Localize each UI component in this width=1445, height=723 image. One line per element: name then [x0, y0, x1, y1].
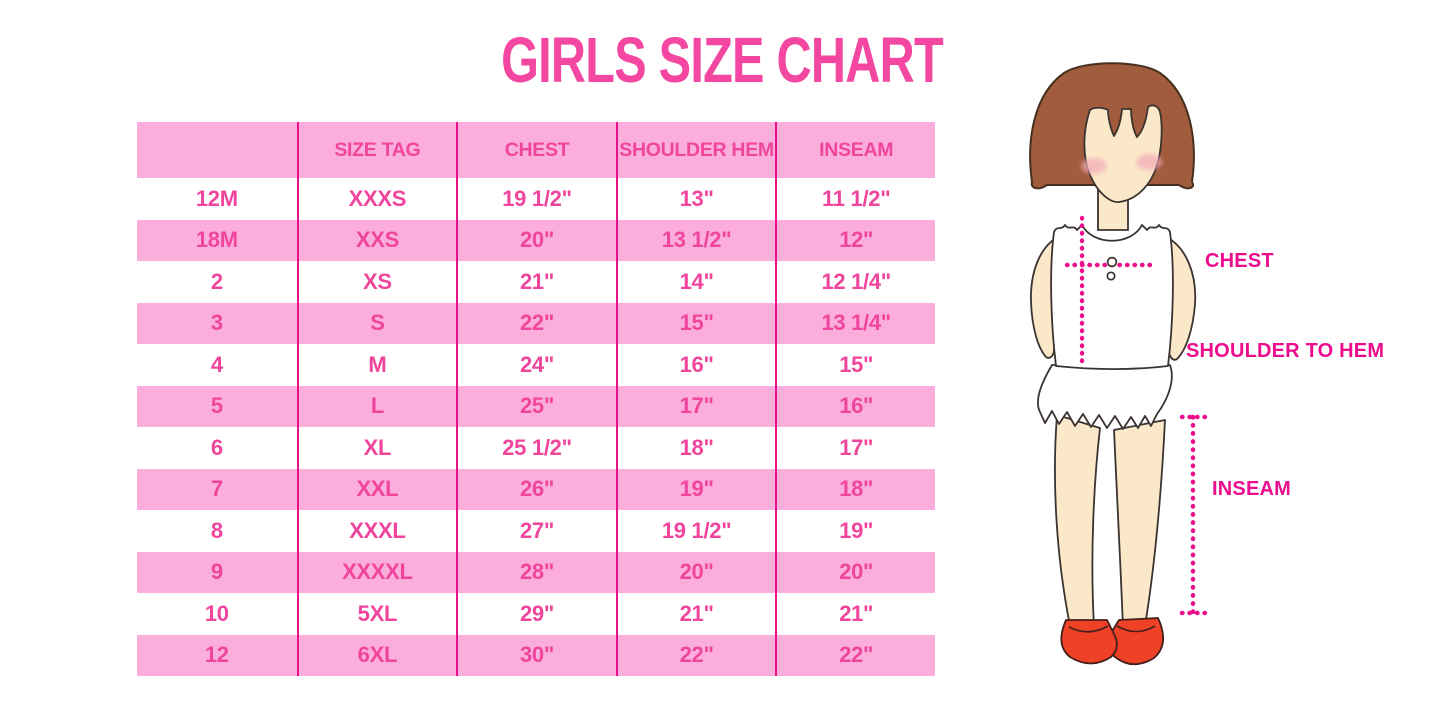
table-cell: 13 1/2"	[615, 219, 776, 261]
table-row: 12M XXXS 19 1/2" 13" 11 1/2"	[137, 178, 935, 220]
table-cell: 5	[210, 393, 223, 419]
right-blush	[1136, 154, 1162, 170]
table-cell: 12	[204, 642, 229, 668]
table-cell: 11 1/2"	[775, 178, 935, 220]
table-cell: 27"	[456, 510, 616, 552]
page-title: GIRLS SIZE CHART	[501, 24, 944, 96]
chest-label: CHEST	[1205, 250, 1274, 272]
right-shoe-strap	[1116, 625, 1156, 633]
table-cell: 21"	[456, 261, 616, 303]
header-cell: SIZE TAG	[296, 122, 457, 178]
table-cell: 5XL	[296, 593, 457, 635]
table-cell: 9	[210, 559, 223, 585]
table-row: 3 S 22" 15" 13 1/4"	[137, 302, 935, 344]
table-cell: 12 1/4"	[775, 261, 935, 303]
size-chart-table: SIZE TAG CHEST SHOULDER HEM INSEAM 12M XXXS 1…	[137, 122, 935, 676]
table-cell: XXXL	[296, 510, 457, 552]
table-cell: 7	[210, 476, 223, 502]
table-cell: 18"	[615, 427, 776, 469]
table-cell: 17"	[775, 427, 935, 469]
table-cell: 20"	[456, 219, 616, 261]
table-row: 12 6XL 30" 22" 22"	[137, 634, 935, 676]
table-cell: 13"	[615, 178, 776, 220]
table-row: 18M XXS 20" 13 1/2" 12"	[137, 219, 935, 261]
table-cell: M	[296, 344, 457, 386]
table-cell: 13 1/4"	[775, 302, 935, 344]
left-arm-shape	[1030, 237, 1057, 359]
shirt-button-top	[1106, 256, 1118, 268]
table-cell: 25"	[456, 385, 616, 427]
left-shoe-shape	[1060, 619, 1118, 665]
shirt-button-bottom	[1106, 271, 1116, 281]
header-cell: INSEAM	[775, 122, 935, 178]
table-cell: 18"	[775, 468, 935, 510]
table-cell: 21"	[615, 593, 776, 635]
table-cell: 21"	[775, 593, 935, 635]
left-leg-shape	[1054, 414, 1101, 627]
table-cell: 16"	[775, 385, 935, 427]
left-shoe-strap	[1068, 625, 1109, 633]
table-cell: XXS	[296, 219, 457, 261]
table-cell: 12"	[775, 219, 935, 261]
table-cell: L	[296, 385, 457, 427]
table-row: 2 XS 21" 14" 12 1/4"	[137, 261, 935, 303]
table-row: 8 XXXL 27" 19 1/2" 19"	[137, 510, 935, 552]
table-cell: XS	[296, 261, 457, 303]
table-cell: 2	[210, 268, 223, 294]
table-cell: 22"	[456, 302, 616, 344]
right-leg-shape	[1113, 419, 1166, 627]
table-header-row: SIZE TAG CHEST SHOULDER HEM INSEAM	[137, 122, 935, 178]
table-row: 9 XXXXL 28" 20" 20"	[137, 551, 935, 593]
header-cell: CHEST	[456, 122, 616, 178]
table-cell: 19 1/2"	[456, 178, 616, 220]
table-cell: 17"	[615, 385, 776, 427]
table-cell: 28"	[456, 551, 616, 593]
table-cell: 25 1/2"	[456, 427, 616, 469]
table-cell: 20"	[775, 551, 935, 593]
table-cell: 14"	[615, 261, 776, 303]
table-cell: XXXS	[296, 178, 457, 220]
table-cell: S	[296, 302, 457, 344]
skirt-shape	[1037, 364, 1173, 430]
table-cell: 22"	[775, 634, 935, 676]
table-row: 7 XXL 26" 19" 18"	[137, 468, 935, 510]
table-cell: XXL	[296, 468, 457, 510]
left-blush	[1081, 158, 1107, 174]
table-cell: 3	[210, 310, 223, 336]
table-cell: 30"	[456, 634, 616, 676]
girl-illustration	[1029, 62, 1209, 666]
table-cell: 19 1/2"	[615, 510, 776, 552]
table-row: 5 L 25" 17" 16"	[137, 385, 935, 427]
table-cell: 16"	[615, 344, 776, 386]
table-row: 10 5XL 29" 21" 21"	[137, 593, 935, 635]
table-cell: 12M	[195, 185, 238, 211]
table-cell: XXXXL	[296, 551, 457, 593]
table-cell: 19"	[775, 510, 935, 552]
table-cell: 6XL	[296, 634, 457, 676]
header-cell: SHOULDER HEM	[615, 122, 776, 178]
face-shape	[1083, 104, 1163, 203]
table-cell: 15"	[775, 344, 935, 386]
right-arm-shape	[1167, 237, 1197, 361]
table-cell: 6	[210, 434, 223, 460]
table-cell: 24"	[456, 344, 616, 386]
inseam-label: INSEAM	[1212, 478, 1291, 500]
table-cell: 26"	[456, 468, 616, 510]
header-cell	[137, 122, 297, 178]
table-cell: 4	[210, 351, 223, 377]
table-cell: 19"	[615, 468, 776, 510]
table-cell: 29"	[456, 593, 616, 635]
shoulder-to-hem-label: SHOULDER TO HEM	[1186, 340, 1385, 362]
table-cell: 10	[204, 600, 229, 626]
shirt-shape	[1050, 224, 1174, 370]
table-row: 4 M 24" 16" 15"	[137, 344, 935, 386]
table-cell: 18M	[195, 227, 238, 253]
table-cell: 15"	[615, 302, 776, 344]
table-cell: 8	[210, 517, 223, 543]
table-cell: XL	[296, 427, 457, 469]
table-row: 6 XL 25 1/2" 18" 17"	[137, 427, 935, 469]
table-cell: 20"	[615, 551, 776, 593]
table-cell: 22"	[615, 634, 776, 676]
